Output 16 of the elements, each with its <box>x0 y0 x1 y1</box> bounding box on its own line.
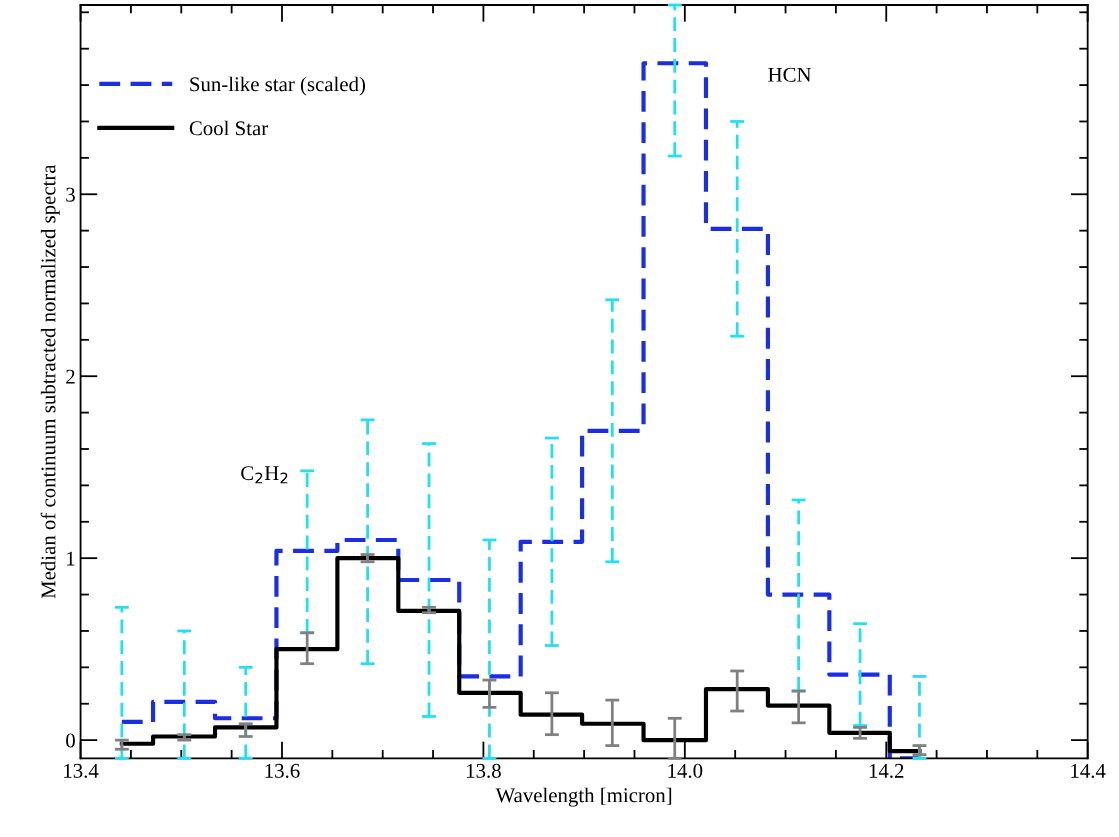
annotation: C$_{2}$H$_{2}$ <box>241 466 288 484</box>
x-tick-label: 13.8 <box>467 763 501 778</box>
y-axis-title: Median of continuum subtracted normalized spectra <box>40 164 60 599</box>
x-tick-label: 14.2 <box>869 763 904 778</box>
annotation: HCN <box>768 67 812 82</box>
y-tick-label: 2 <box>66 369 75 384</box>
legend-label: Cool Star <box>189 120 268 136</box>
y-tick-label: 3 <box>66 187 75 202</box>
x-axis-title: Wavelength [micron] <box>495 787 672 807</box>
legend-label: Sun-like star (scaled) <box>190 76 366 96</box>
x-tick-label: 14.4 <box>1071 763 1106 778</box>
x-tick-label: 13.6 <box>265 763 300 778</box>
x-tick-label: 13.4 <box>64 763 99 778</box>
y-tick-label: 0 <box>66 733 75 748</box>
y-tick-label: 1 <box>67 551 75 566</box>
x-tick-label: 14.0 <box>668 763 703 778</box>
